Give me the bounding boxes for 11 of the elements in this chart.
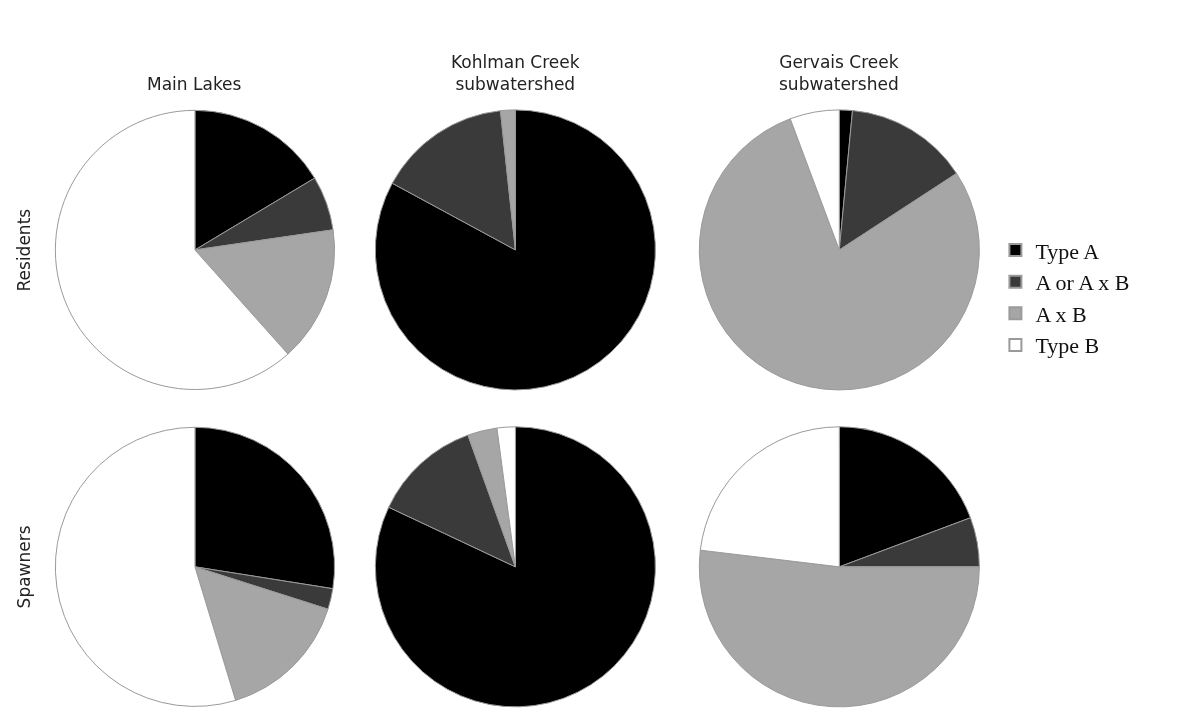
- legend-label: Type A: [1035, 238, 1100, 264]
- legend-label: A or A x B: [1035, 270, 1130, 296]
- text: Residents: [13, 208, 34, 292]
- chart-title: Gervais Creek subwatershed: [779, 52, 899, 95]
- pie-slice: [375, 426, 656, 708]
- text: Spawners: [13, 525, 34, 609]
- legend-label: Type B: [1035, 333, 1100, 359]
- chart-title: Main Lakes: [147, 74, 242, 94]
- legend-label: A x B: [1035, 301, 1087, 327]
- pie-slice: [374, 109, 656, 391]
- chart-title: Kohlman Creek subwatershed: [451, 52, 580, 95]
